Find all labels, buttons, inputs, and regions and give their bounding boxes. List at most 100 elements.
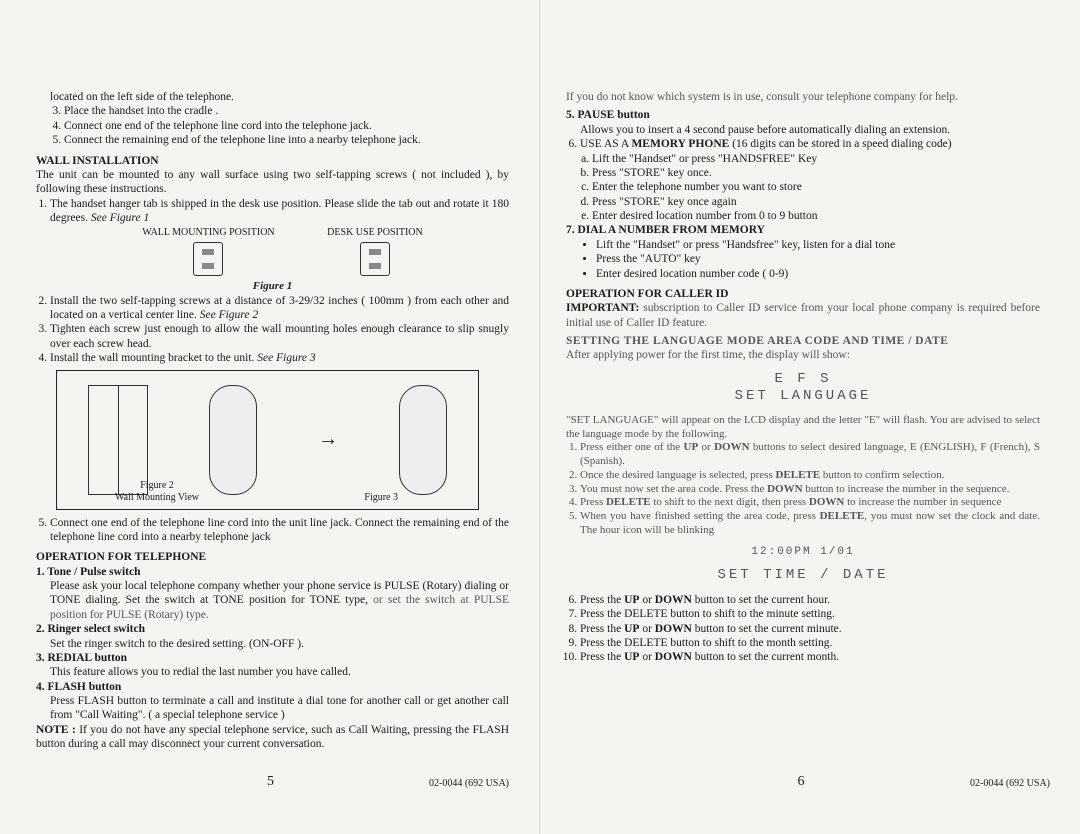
lang-step-5: When you have finished setting the area … [580, 510, 1040, 538]
fig1-right-label: DESK USE POSITION [327, 227, 423, 240]
setting-lang-body: After applying power for the first time,… [566, 348, 1040, 362]
mem-step: Press "STORE" key once again [592, 195, 1040, 209]
t: or [639, 623, 654, 635]
t: DELETE [820, 510, 865, 522]
t: to increase the number in sequence [844, 496, 1001, 508]
pause-body: Allows you to insert a 4 second pause be… [566, 123, 1040, 137]
op4-heading: 4. FLASH button [36, 680, 509, 694]
t: button to confirm selection. [820, 469, 944, 481]
op2-body: Set the ringer switch to the desired set… [36, 637, 509, 651]
wall-item-3: Tighten each screw just enough to allow … [50, 322, 509, 351]
wall-item-2: Install the two self-tapping screws at a… [50, 294, 509, 323]
wall-list-cont: Install the two self-tapping screws at a… [36, 294, 509, 366]
wall-list: The handset hanger tab is shipped in the… [36, 197, 509, 226]
lcd-set-language: E F S SET LANGUAGE [566, 371, 1040, 406]
t: DOWN [655, 651, 692, 663]
lcd-set-time: SET TIME / DATE [566, 567, 1040, 585]
t: You must now set the area code. Press th… [580, 483, 767, 495]
figure-1-caption: Figure 1 [36, 280, 509, 294]
lang-step-2: Once the desired language is selected, p… [580, 469, 1040, 483]
time-step-9: Press the DELETE button to shift to the … [580, 636, 1040, 650]
t: Once the desired language is selected, p… [580, 469, 775, 481]
op3-heading: 3. REDIAL button [36, 651, 509, 665]
wall-item-4-text: Install the wall mounting bracket to the… [50, 352, 257, 364]
t: DELETE [606, 496, 651, 508]
mem-c: (16 digits can be stored in a speed dial… [729, 138, 951, 150]
op2-heading: 2. Ringer select switch [36, 622, 509, 636]
time-step-6: Press the UP or DOWN button to set the c… [580, 593, 1040, 607]
continuation-block: located on the left side of the telephon… [36, 90, 509, 148]
caller-id-heading: OPERATION FOR CALLER ID [566, 287, 1040, 301]
fig1-left: WALL MOUNTING POSITION [142, 227, 274, 278]
wall-list-5: Connect one end of the telephone line co… [36, 516, 509, 545]
pause-heading: 5. PAUSE button [566, 108, 1040, 122]
setting-lang-heading: SETTING THE LANGUAGE MODE AREA CODE AND … [566, 334, 1040, 348]
lang-step-1: Press either one of the UP or DOWN butto… [580, 441, 1040, 469]
memory-steps: Lift the "Handset" or press "HANDSFREE" … [566, 152, 1040, 224]
note-block: NOTE : If you do not have any special te… [36, 723, 509, 752]
desk-position-icon [360, 242, 390, 276]
t: UP [624, 623, 639, 635]
mem-b: MEMORY PHONE [631, 138, 729, 150]
operation-tel-heading: OPERATION FOR TELEPHONE [36, 550, 509, 564]
t: button to set the current minute. [692, 623, 842, 635]
wall-position-icon [193, 242, 223, 276]
time-step-10: Press the UP or DOWN button to set the c… [580, 650, 1040, 664]
t: Press the [580, 594, 624, 606]
wall-item-5: Connect one end of the telephone line co… [50, 516, 509, 545]
cont-line: located on the left side of the telephon… [50, 90, 509, 104]
t: UP [624, 594, 639, 606]
t: Press either one of the [580, 441, 684, 453]
note-label: NOTE : [36, 724, 76, 736]
dial-step: Press the "AUTO" key [596, 252, 1040, 266]
cont-list: Place the handset into the cradle . Conn… [50, 104, 509, 147]
lang-step-3: You must now set the area code. Press th… [580, 483, 1040, 497]
t: or [698, 441, 714, 453]
mem-step: Enter desired location number from 0 to … [592, 209, 1040, 223]
doc-code-right: 02-0044 (692 USA) [970, 778, 1050, 791]
important-label: IMPORTANT: [566, 302, 639, 314]
time-steps: Press the UP or DOWN button to set the c… [566, 593, 1040, 665]
fig1-left-label: WALL MOUNTING POSITION [142, 227, 274, 240]
page-number-6: 6 [566, 773, 1036, 791]
see-fig-1: See Figure 1 [91, 212, 149, 224]
op3-body: This feature allows you to redial the la… [36, 665, 509, 679]
wall-item-1: The handset hanger tab is shipped in the… [50, 197, 509, 226]
t: DOWN [809, 496, 844, 508]
mem-step: Press "STORE" key once. [592, 166, 1040, 180]
note-body: If you do not have any special telephone… [36, 724, 509, 750]
t: DOWN [655, 623, 692, 635]
phone-diagram-1 [209, 385, 257, 495]
phone-diagram-2 [399, 385, 447, 495]
figure-1-box: WALL MOUNTING POSITION DESK USE POSITION [116, 227, 449, 278]
t: button to set the current month. [692, 651, 839, 663]
wall-mount-diagram [88, 385, 148, 495]
fig1-right: DESK USE POSITION [327, 227, 423, 278]
right-intro: If you do not know which system is in us… [566, 90, 1040, 104]
t: or [639, 651, 654, 663]
t: DOWN [655, 594, 692, 606]
see-fig-2: See Figure 2 [200, 309, 258, 321]
dial-mem-heading: 7. DIAL A NUMBER FROM MEMORY [566, 223, 1040, 237]
lang-step-4: Press DELETE to shift to the next digit,… [580, 496, 1040, 510]
dial-step: Lift the "Handset" or press "Handsfree" … [596, 238, 1040, 252]
cont-item: Connect one end of the telephone line co… [64, 119, 509, 133]
memory-item: USE AS A MEMORY PHONE (16 digits can be … [580, 137, 1040, 151]
figure-2-caption: Figure 2 Wall Mounting View [97, 480, 217, 505]
wall-install-heading: WALL INSTALLATION [36, 154, 509, 168]
doc-code-left: 02-0044 (692 USA) [429, 778, 509, 791]
t: When you have finished setting the area … [580, 510, 820, 522]
page-5: located on the left side of the telephon… [0, 0, 540, 834]
t: button to set the current hour. [692, 594, 830, 606]
t: DELETE [775, 469, 820, 481]
dial-step: Enter desired location number code ( 0-9… [596, 267, 1040, 281]
wall-item-4: Install the wall mounting bracket to the… [50, 351, 509, 365]
time-step-7: Press the DELETE button to shift to the … [580, 607, 1040, 621]
t: UP [624, 651, 639, 663]
cont-item: Place the handset into the cradle . [64, 104, 509, 118]
t: Press the [580, 623, 624, 635]
t: to shift to the next digit, then press [651, 496, 809, 508]
t: Press [580, 496, 606, 508]
cid-note: "SET LANGUAGE" will appear on the LCD di… [566, 414, 1040, 442]
op1-heading: 1. Tone / Pulse switch [36, 565, 509, 579]
